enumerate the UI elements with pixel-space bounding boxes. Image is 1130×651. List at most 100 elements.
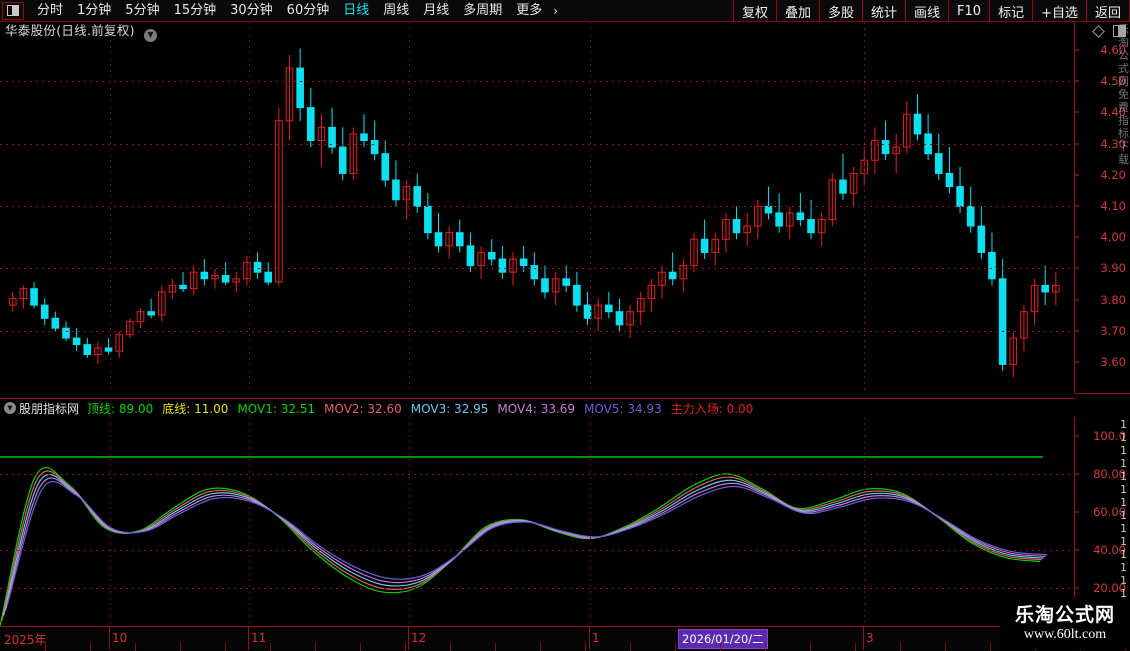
period-tab-8[interactable]: 月线: [423, 2, 450, 18]
date-axis: 2026/01/20/二 2025年 10 11 12 1 3: [0, 626, 1130, 651]
period-tab-5[interactable]: 60分钟: [286, 2, 330, 18]
price-gridline-5: [0, 206, 1074, 207]
period-tab-0[interactable]: 分时: [37, 2, 64, 18]
date-tick: [270, 643, 271, 651]
top-toolbar: 分时 1分钟 5分钟 15分钟 30分钟 60分钟 日线 周线 月线 多周期 更多 › 复权 叠加 多股统…: [0, 0, 1130, 22]
brand-url: www.60lt.com: [1023, 626, 1107, 642]
toolbar-action-list: 复权 叠加 多股 统计 画线 F10 标记 +自选 返回: [732, 0, 1130, 22]
indicator-axis-label-2: 60.00: [1093, 505, 1126, 519]
date-separator-5: [863, 627, 864, 650]
date-label-4: 1: [592, 631, 600, 645]
price-axis-tick-6: [1075, 236, 1079, 238]
period-tab-10[interactable]: 更多: [516, 2, 543, 18]
date-tick: [900, 643, 901, 651]
period-tab-4[interactable]: 30分钟: [230, 2, 273, 18]
price-vgridline-4: [864, 22, 865, 394]
price-axis-tick-1: [1075, 80, 1079, 82]
date-tick: [990, 643, 991, 651]
price-chart-pane[interactable]: [0, 22, 1075, 394]
date-tick: [585, 643, 586, 651]
candlestick-series: [8, 48, 1060, 378]
date-tick: [405, 643, 406, 651]
toolbar-button-5[interactable]: F10: [948, 0, 989, 22]
date-tick: [90, 643, 91, 651]
indicator-field-主力入场: 主力入场: 0.00: [670, 401, 754, 416]
toolbar-button-7[interactable]: +自选: [1032, 0, 1086, 22]
date-tick: [495, 643, 496, 651]
price-gridline-3: [0, 143, 1074, 145]
side-watermark2-char-6: 1: [1120, 496, 1127, 509]
indicator-gridline-1: [0, 474, 1074, 475]
indicator-field-MOV5: MOV5: 34.93: [584, 401, 662, 416]
chevron-right-icon[interactable]: ›: [553, 3, 559, 18]
side-watermark2-char-5: 1: [1120, 483, 1127, 496]
indicator-field-list: 顶线: 89.00 底线: 11.00 MOV1: 32.51 MOV2: 32.60…: [87, 400, 762, 417]
price-axis-tick-8: [1075, 299, 1079, 301]
toolbar-button-8[interactable]: 返回: [1085, 0, 1130, 22]
period-tab-2[interactable]: 5分钟: [125, 2, 160, 18]
side-watermark2-char-3: 1: [1120, 457, 1127, 470]
price-axis-label-6: 4.00: [1100, 230, 1126, 245]
date-separator-4: [589, 627, 590, 650]
toolbar-button-0[interactable]: 复权: [732, 0, 776, 22]
header-right-icons: [1092, 22, 1126, 40]
indicator-field-MOV3: MOV3: 32.95: [410, 401, 489, 416]
selected-date-badge: 2026/01/20/二: [678, 629, 768, 649]
toolbar-button-3[interactable]: 统计: [862, 0, 905, 22]
date-tick: [225, 643, 226, 651]
indicator-name[interactable]: 股朋指标网: [19, 401, 80, 416]
side-watermark-char-3: 式: [1118, 62, 1129, 75]
indicator-vgridline-1: [249, 417, 250, 626]
indicator-gridline-3: [0, 550, 1074, 551]
indicator-axis-tick-3: [1075, 549, 1079, 551]
brand-watermark: 乐淘公式网 www.60lt.com: [1000, 597, 1130, 650]
toolbar-button-2[interactable]: 多股: [818, 0, 862, 22]
panel-layout-icon[interactable]: [1113, 25, 1126, 37]
period-tab-6[interactable]: 日线: [343, 2, 370, 18]
price-axis-label-9: 3.70: [1100, 323, 1126, 338]
indicator-axis: 100.0 80.00 60.00 40.00 20.00: [1075, 417, 1130, 626]
date-tick: [360, 643, 361, 651]
price-axis-tick-2: [1075, 111, 1079, 113]
indicator-chart-pane[interactable]: [0, 417, 1075, 626]
chevron-down-icon[interactable]: ▼: [4, 402, 16, 414]
period-tab-9[interactable]: 多周期: [463, 2, 503, 18]
side-watermark2-char-7: 1: [1120, 509, 1127, 522]
date-label-5: 3: [866, 631, 874, 645]
side-watermark-char-7: 指: [1118, 114, 1129, 127]
chevron-down-icon[interactable]: ▼: [144, 28, 158, 42]
side-watermark-char-9: 下: [1118, 140, 1129, 153]
split-panel-icon[interactable]: [2, 1, 24, 20]
date-tick: [180, 643, 181, 651]
date-separator-3: [408, 627, 409, 650]
toolbar-button-6[interactable]: 标记: [989, 0, 1032, 22]
indicator-line-MOV3: [3, 474, 1044, 616]
chart-header: 华泰股份(日线.前复权) ▼: [0, 22, 1130, 42]
period-tab-7[interactable]: 周线: [383, 2, 410, 18]
period-tab-1[interactable]: 1分钟: [77, 2, 112, 18]
diamond-icon[interactable]: [1092, 24, 1105, 38]
price-axis-tick-4: [1075, 174, 1079, 176]
price-axis-label-3: 4.30: [1100, 136, 1126, 151]
price-axis-tick-9: [1075, 330, 1079, 332]
side-watermark2-char-13: 1: [1120, 587, 1127, 598]
indicator-axis-label-4: 20.00: [1093, 581, 1126, 595]
indicator-line-series: [0, 456, 1048, 626]
date-label-3: 12: [411, 631, 427, 645]
date-tick: [315, 643, 316, 651]
date-label-2: 11: [251, 631, 267, 645]
price-gridline-9: [0, 330, 1074, 332]
date-tick: [765, 643, 766, 651]
price-vgridline-2: [409, 22, 410, 394]
period-tab-3[interactable]: 15分钟: [173, 2, 217, 18]
indicator-vgridline-2: [409, 417, 410, 626]
indicator-axis-label-0: 100.0: [1093, 429, 1126, 443]
indicator-line-MOV4: [4, 477, 1046, 611]
price-axis-tick-0: [1075, 49, 1079, 51]
toolbar-button-4[interactable]: 画线: [905, 0, 948, 22]
stock-name-text: 华泰股份(日线.前复权): [5, 23, 135, 39]
date-tick: [675, 643, 676, 651]
price-axis-label-2: 4.40: [1100, 105, 1126, 120]
date-tick: [135, 643, 136, 651]
toolbar-button-1[interactable]: 叠加: [775, 0, 819, 22]
